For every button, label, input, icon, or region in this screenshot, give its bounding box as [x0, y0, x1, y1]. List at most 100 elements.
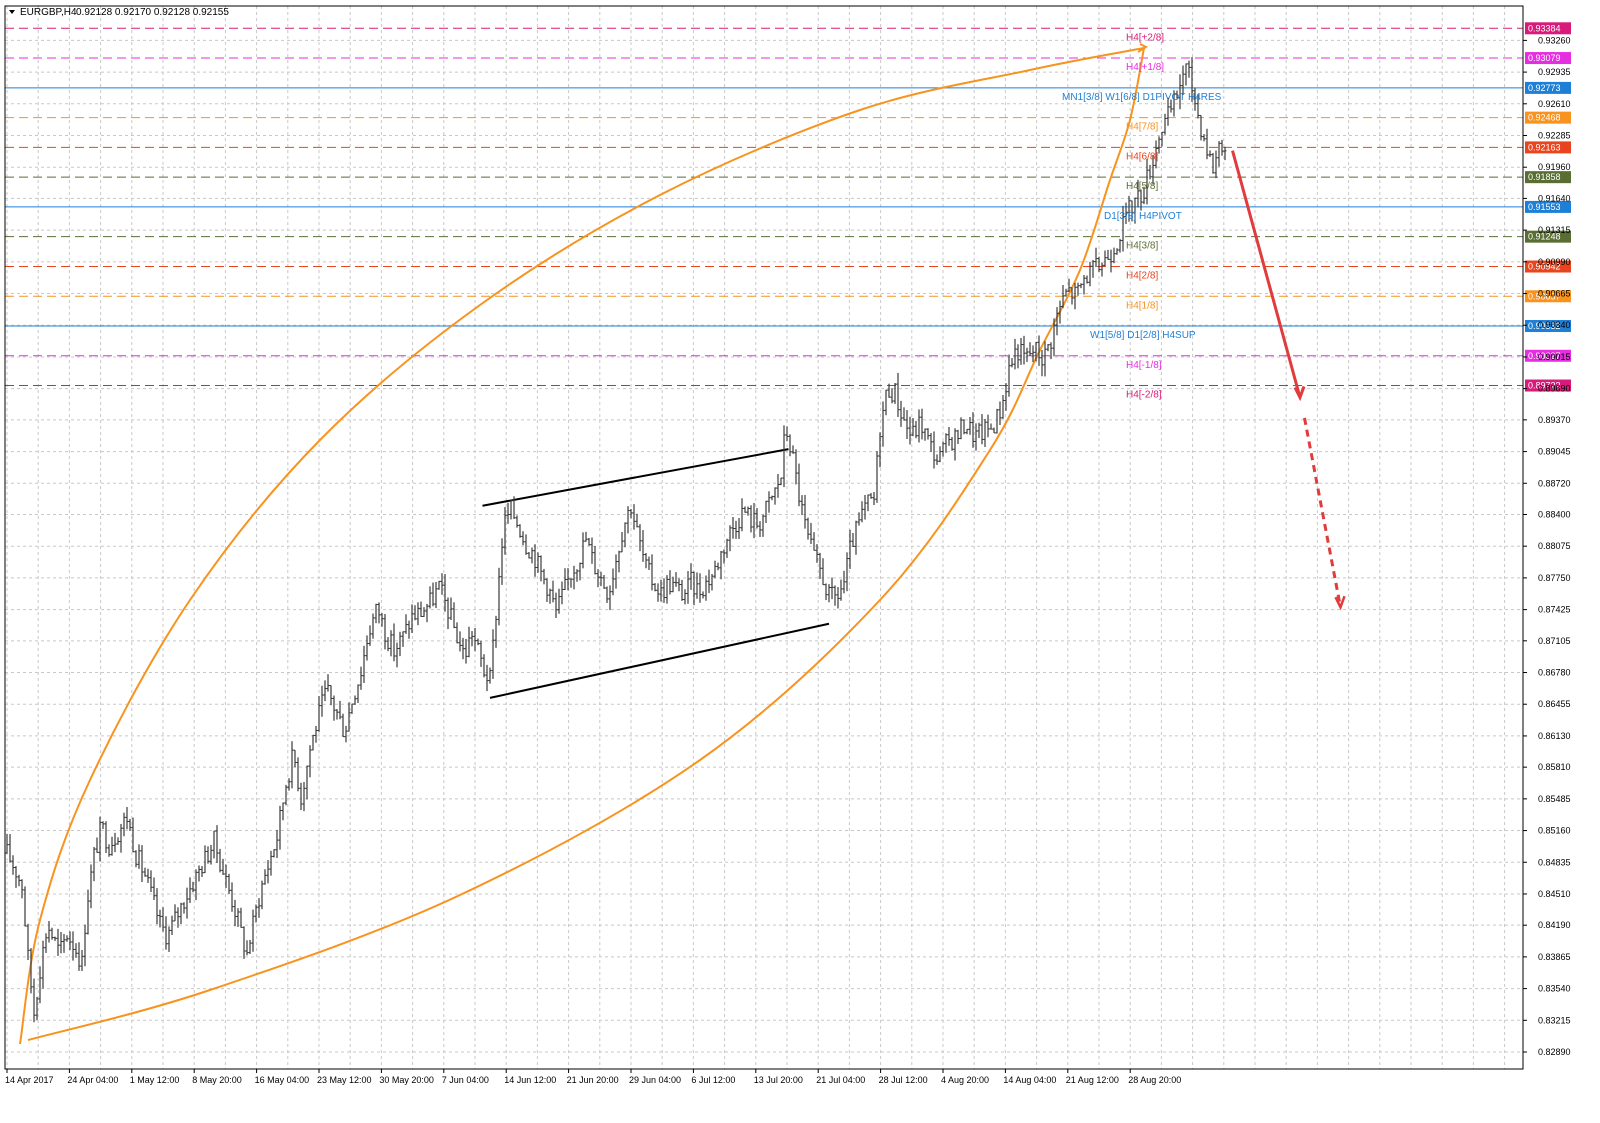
chart-header: EURGBP,H4 0.92128 0.92170 0.92128 0.9215…: [9, 7, 229, 18]
level-price-tag: [1525, 379, 1571, 392]
ohlc-bar: [221, 858, 225, 875]
ohlc-bar: [1142, 186, 1146, 205]
ohlc-bar: [704, 575, 708, 601]
ohlc-bar: [863, 495, 867, 520]
ohlc-bar: [488, 667, 492, 684]
ohlc-bar: [173, 904, 177, 922]
y-tick-label: 0.87750: [1538, 573, 1571, 583]
ohlc-bar: [182, 902, 186, 914]
ohlc-bar: [878, 432, 882, 468]
ohlc-bar: [593, 545, 597, 575]
ohlc-bar: [179, 902, 183, 925]
grid: [5, 6, 1523, 1069]
ohlc-bar: [1133, 197, 1137, 224]
x-tick-label: 8 May 20:00: [192, 1075, 242, 1085]
ohlc-bar: [956, 429, 960, 445]
ohlc-bar: [743, 506, 747, 513]
ohlc-bar: [332, 695, 336, 721]
ohlc-bar: [338, 700, 342, 720]
ohlc-bar: [1151, 155, 1155, 185]
ohlc-bar: [1202, 134, 1206, 142]
y-tick-label: 0.83540: [1538, 984, 1571, 994]
ohlc-bar: [239, 907, 243, 928]
ohlc-bar: [230, 882, 234, 912]
ohlc-bar: [1220, 139, 1224, 156]
ohlc-bar: [1073, 282, 1077, 310]
ohlc-bar: [305, 765, 309, 800]
ohlc-bar: [443, 573, 447, 612]
level-price-tag-text: 0.90027: [1528, 351, 1561, 361]
ohlc-bar: [620, 532, 624, 553]
ohlc-bar: [200, 866, 204, 877]
ohlc-bar: [26, 923, 30, 961]
ohlc-bar: [482, 654, 486, 678]
ohlc-bar: [596, 569, 600, 588]
ohlc-bar: [59, 931, 63, 954]
ohlc-bar: [491, 629, 495, 679]
ohlc-bar: [485, 664, 489, 692]
ohlc-bar: [950, 436, 954, 451]
ohlc-bar: [422, 607, 426, 617]
ohlc-bar: [1217, 141, 1221, 167]
ohlc-bar: [284, 784, 288, 806]
ohlc-bar: [425, 603, 429, 623]
ohlc-bar: [590, 537, 594, 564]
ohlc-bar: [734, 520, 738, 539]
ohlc-bar: [290, 741, 294, 789]
ohlc-bar: [278, 805, 282, 850]
y-tick-label: 0.86130: [1538, 731, 1571, 741]
symbol-dropdown-icon[interactable]: [9, 10, 15, 14]
ohlc-bar: [605, 586, 609, 603]
ohlc-bar: [800, 495, 804, 516]
ohlc-bar: [851, 532, 855, 547]
ohlc-bar: [83, 924, 87, 967]
level-price-tag-text: 0.90332: [1528, 321, 1561, 331]
ohlc-bar: [695, 572, 699, 599]
ohlc-bar: [158, 909, 162, 928]
ohlc-bar: [905, 410, 909, 439]
level-price-tag: [1525, 349, 1571, 362]
ohlc-bar: [929, 433, 933, 452]
ohlc-bar: [836, 587, 840, 609]
ohlc-bar: [542, 568, 546, 585]
curve-end-arrow: [1137, 43, 1149, 53]
ohlc-bar: [326, 674, 330, 692]
ohlc-bar: [1127, 195, 1131, 222]
ohlc-bar: [155, 888, 159, 925]
y-tick-label: 0.90665: [1538, 289, 1571, 299]
level-price-tag: [1525, 52, 1571, 65]
ohlc-bar: [626, 506, 630, 534]
ohlc-bar: [713, 560, 717, 579]
ohlc-bar: [806, 517, 810, 540]
level-price-tag: [1525, 200, 1571, 213]
ohlc-bar: [608, 585, 612, 611]
ohlc-bar: [107, 844, 111, 857]
ohlc-bar: [1181, 65, 1185, 96]
ohlc-bar: [1163, 113, 1167, 135]
x-tick-label: 23 May 12:00: [317, 1075, 372, 1085]
y-tick-label: 0.89045: [1538, 447, 1571, 457]
ohlc-bar: [578, 562, 582, 581]
level-price-tag: [1525, 111, 1571, 124]
y-tick-label: 0.90990: [1538, 257, 1571, 267]
level-price-tag-text: 0.91553: [1528, 202, 1561, 212]
ohlc-bar: [455, 622, 459, 644]
ohlc-bar: [245, 940, 249, 956]
ohlc-bar: [242, 926, 246, 959]
ohlc-bar: [776, 473, 780, 498]
ohlc-bar: [29, 948, 33, 994]
ohlc-bar: [1205, 128, 1209, 160]
y-tick-label: 0.90015: [1538, 352, 1571, 362]
y-tick-label: 0.84510: [1538, 889, 1571, 899]
x-tick-label: 6 Jul 12:00: [691, 1075, 735, 1085]
ohlc-bar: [1223, 146, 1227, 161]
ohlc-bar: [335, 709, 339, 720]
ohlc-bar: [737, 517, 741, 539]
level-price-tag-text: 0.90637: [1528, 291, 1561, 301]
symbol-timeframe: EURGBP,H4: [20, 7, 77, 18]
ohlc-bar: [1208, 150, 1212, 157]
ohlc-bar: [1109, 249, 1113, 273]
level-label-text: MN1[3/8] W1[6/8] D1PIVOT H4RES: [1062, 92, 1222, 103]
